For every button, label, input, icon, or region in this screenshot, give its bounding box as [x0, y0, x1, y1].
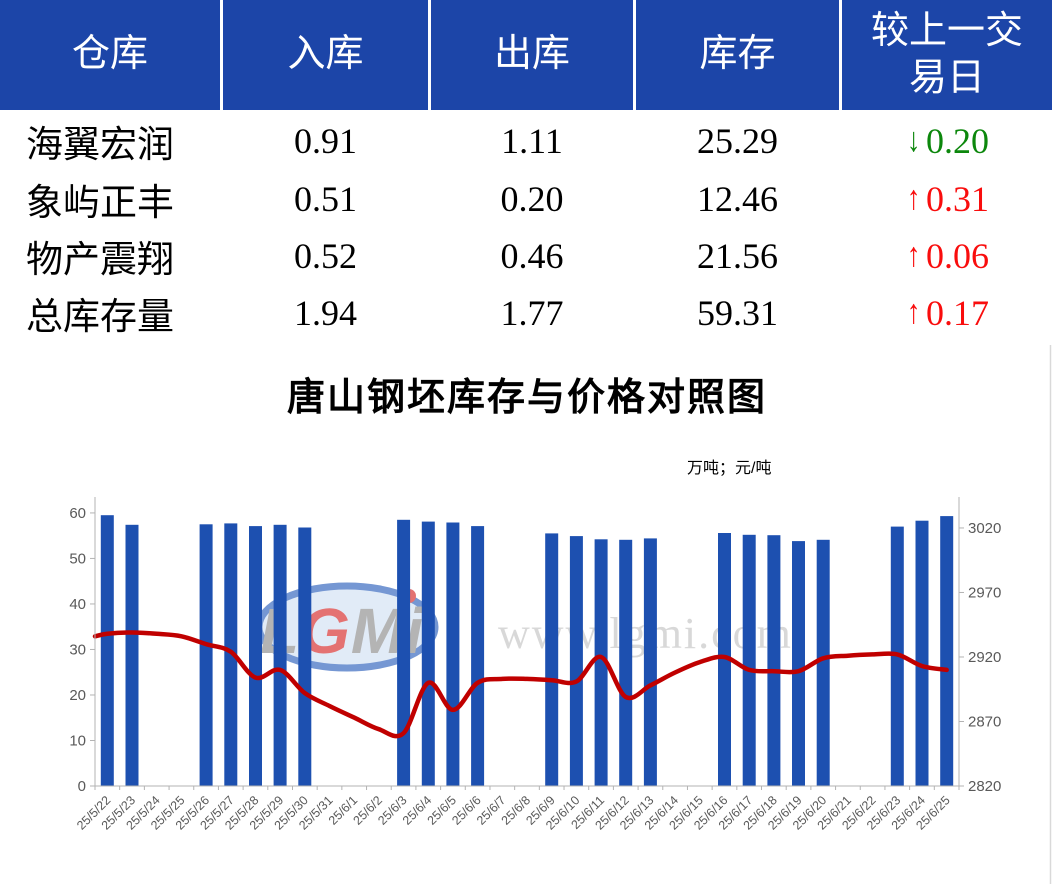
inventory-bar	[742, 534, 756, 786]
change-amount: 0.06	[926, 235, 989, 276]
change-amount: 0.20	[926, 120, 989, 161]
inventory-bar	[940, 516, 954, 786]
inventory-bar	[421, 521, 435, 786]
svg-text:20: 20	[69, 687, 86, 704]
inventory-bar	[569, 536, 583, 786]
x-axis-labels: 25/5/2225/5/2325/5/2425/5/2525/5/2625/5/…	[74, 793, 953, 832]
change-value: ↑ 0.17	[842, 284, 1052, 342]
header-outbound: 出库	[431, 0, 633, 110]
change-value: ↑ 0.06	[842, 227, 1052, 284]
stock-value: 25.29	[697, 120, 778, 161]
inventory-bar	[224, 523, 238, 786]
header-stock: 库存	[636, 0, 839, 110]
axes	[90, 497, 964, 790]
inbound-value: 1.94	[294, 293, 357, 333]
inventory-bar	[816, 539, 830, 786]
inventory-bar	[643, 538, 657, 786]
svg-text:30: 30	[69, 641, 86, 658]
price-line	[92, 630, 949, 739]
svg-text:2820: 2820	[968, 778, 1001, 795]
inventory-bar	[718, 533, 731, 786]
inventory-bar	[199, 524, 213, 786]
warehouse-name: 总库存量	[26, 297, 174, 338]
inventory-bar	[767, 535, 781, 786]
svg-text:0: 0	[78, 778, 86, 795]
warehouse-name: 物产震翔	[26, 239, 174, 281]
outbound-value: 1.77	[500, 293, 564, 333]
svg-text:3020: 3020	[968, 520, 1001, 537]
inventory-bar	[619, 539, 633, 786]
outbound-value: 1.11	[501, 120, 563, 161]
warehouse-name: 海翼宏润	[26, 124, 174, 166]
stock-value: 59.31	[697, 293, 778, 333]
change-value: ↑ 0.31	[842, 171, 1052, 227]
y-axis-right-labels: 2820 2870 2920 2970 3020	[968, 520, 1001, 795]
svg-text:50: 50	[69, 550, 86, 567]
svg-text:40: 40	[69, 596, 86, 613]
inventory-bar	[100, 515, 114, 786]
inventory-bar	[471, 526, 485, 786]
inventory-bar	[915, 520, 929, 786]
inventory-bar	[446, 522, 460, 786]
inventory-bar	[273, 524, 287, 786]
arrow-up-icon: ↑	[906, 236, 921, 274]
arrow-down-icon: ↓	[906, 121, 921, 159]
arrow-up-icon: ↑	[906, 180, 921, 217]
arrow-up-icon: ↑	[906, 294, 921, 331]
outbound-value: 0.46	[500, 235, 564, 276]
inbound-value: 0.91	[294, 120, 357, 161]
inventory-bar	[298, 527, 312, 786]
inventory-bars	[100, 515, 954, 786]
chart-units-label: 万吨；元/吨	[687, 460, 772, 477]
inventory-bar	[397, 519, 411, 786]
outbound-value: 0.20	[500, 179, 564, 219]
change-amount: 0.31	[926, 179, 989, 219]
svg-text:2870: 2870	[968, 713, 1001, 730]
inventory-bar	[792, 541, 805, 786]
header-inbound: 入库	[223, 0, 428, 110]
change-amount: 0.17	[926, 293, 989, 333]
svg-text:10: 10	[69, 732, 86, 749]
warehouse-name: 象屿正丰	[26, 183, 174, 224]
svg-text:2970: 2970	[968, 584, 1001, 601]
inventory-bar	[249, 526, 262, 786]
change-value: ↓ 0.20	[842, 110, 1052, 171]
svg-text:2920: 2920	[968, 649, 1001, 666]
inbound-value: 0.51	[294, 179, 357, 219]
svg-text:60: 60	[69, 505, 86, 522]
watermark: LGMiwww.lgmi.com	[255, 582, 791, 672]
inventory-bar	[594, 539, 608, 786]
y-axis-left-labels: 0 10 20 30 40 50 60	[69, 505, 86, 795]
chart-title: 唐山钢坯库存与价格对照图	[286, 377, 767, 419]
inventory-bar	[125, 524, 139, 786]
stock-value: 12.46	[697, 179, 778, 219]
inventory-table: 仓库 入库 出库 库存 较上一交易日 海翼宏润 0.91 1.11 25.29 …	[0, 0, 1052, 342]
inbound-value: 0.52	[294, 235, 357, 276]
header-change: 较上一交易日	[842, 0, 1052, 110]
inventory-bar	[545, 533, 559, 786]
stock-value: 21.56	[697, 235, 778, 276]
header-warehouse: 仓库	[0, 0, 220, 110]
